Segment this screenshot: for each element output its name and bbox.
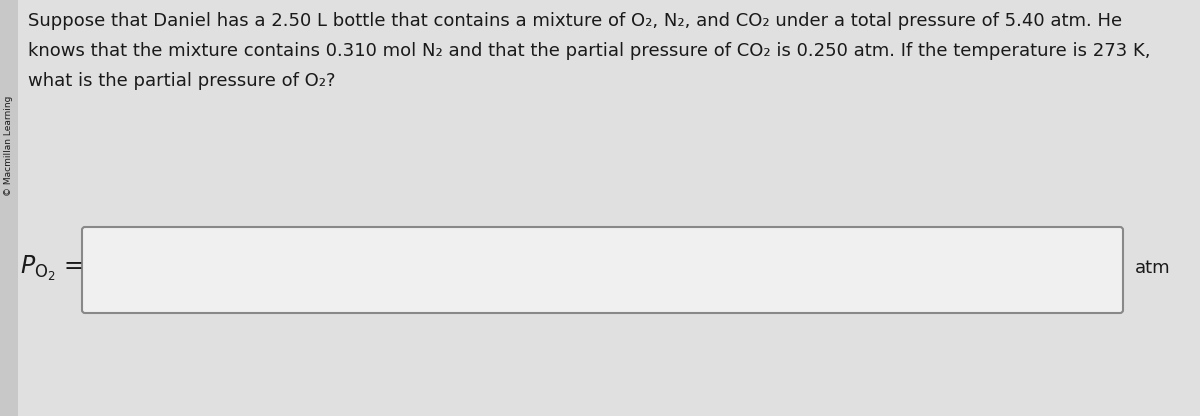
Text: $\mathit{P}_{\mathrm{O_2}}$ =: $\mathit{P}_{\mathrm{O_2}}$ = <box>20 253 83 282</box>
Bar <box>0 0 18 416</box>
Text: atm: atm <box>1135 259 1171 277</box>
Text: © Macmillan Learning: © Macmillan Learning <box>5 95 13 196</box>
Text: what is the partial pressure of O₂?: what is the partial pressure of O₂? <box>28 72 336 90</box>
Text: knows that the mixture contains 0.310 mol N₂ and that the partial pressure of CO: knows that the mixture contains 0.310 mo… <box>28 42 1151 60</box>
Text: Suppose that Daniel has a 2.50 L bottle that contains a mixture of O₂, N₂, and C: Suppose that Daniel has a 2.50 L bottle … <box>28 12 1122 30</box>
FancyBboxPatch shape <box>82 227 1123 313</box>
